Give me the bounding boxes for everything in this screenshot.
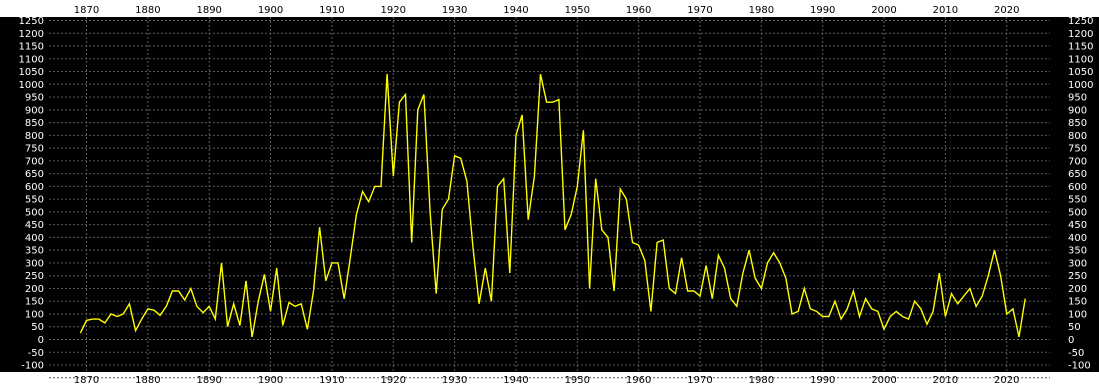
x-tick-label-top: 1970 (687, 5, 712, 16)
y-tick-label-left: -50 (28, 348, 44, 359)
x-tick-label-bottom: 1940 (503, 375, 528, 385)
y-tick-label-right: 350 (1068, 246, 1087, 257)
y-tick-label-left: 850 (25, 118, 44, 129)
y-tick-label-left: 1150 (19, 42, 44, 53)
x-tick-label-top: 1900 (258, 5, 283, 16)
y-tick-label-right: -50 (1068, 348, 1084, 359)
y-tick-label-left: 0 (38, 335, 44, 346)
x-tick-label-bottom: 2010 (933, 375, 958, 385)
y-tick-label-left: 450 (25, 220, 44, 231)
y-tick-label-right: 750 (1068, 144, 1087, 155)
x-tick-label-top: 1910 (319, 5, 344, 16)
x-tick-label-bottom: 1930 (442, 375, 467, 385)
x-tick-label-top: 1960 (626, 5, 651, 16)
series-group (79, 73, 1026, 338)
y-tick-label-right: 700 (1068, 156, 1087, 167)
x-tick-label-top: 1980 (749, 5, 774, 16)
y-tick-label-right: 450 (1068, 220, 1087, 231)
y-tick-label-right: -150 (1068, 373, 1091, 384)
y-tick-label-left: 550 (25, 195, 44, 206)
x-tick-label-top: 2020 (994, 5, 1019, 16)
y-axis-labels: -200-200-150-150-100-100-50-500050501001… (19, 16, 1094, 384)
x-tick-label-bottom: 2000 (871, 375, 896, 385)
y-tick-label-right: 1150 (1068, 42, 1093, 53)
y-tick-label-left: 1100 (19, 54, 44, 65)
y-tick-label-right: 850 (1068, 118, 1087, 129)
y-tick-label-right: 50 (1068, 322, 1081, 333)
y-tick-label-left: 1250 (19, 16, 44, 27)
y-tick-label-right: 500 (1068, 207, 1087, 218)
x-tick-label-bottom: 2020 (994, 375, 1019, 385)
y-tick-label-right: -100 (1068, 361, 1091, 372)
y-tick-label-left: 700 (25, 156, 44, 167)
y-tick-label-left: -150 (21, 373, 44, 384)
x-tick-label-bottom: 1900 (258, 375, 283, 385)
x-tick-label-top: 1990 (810, 5, 835, 16)
x-tick-label-top: 1880 (135, 5, 160, 16)
x-tick-label-bottom: 1970 (687, 375, 712, 385)
y-tick-label-left: 150 (25, 297, 44, 308)
y-tick-label-left: -100 (21, 361, 44, 372)
y-tick-label-left: 300 (25, 258, 44, 269)
y-tick-label-right: 400 (1068, 233, 1087, 244)
x-tick-label-bottom: 1880 (135, 375, 160, 385)
x-axis-labels: 1870 1870 1880 1880 1890 1890 1900 1900 1910 1910… (74, 5, 1020, 385)
left-axis-panel (0, 17, 49, 372)
x-tick-label-bottom: 1870 (74, 375, 99, 385)
y-tick-label-right: 650 (1068, 169, 1087, 180)
x-tick-label-top: 2010 (933, 5, 958, 16)
x-tick-label-top: 1940 (503, 5, 528, 16)
y-tick-label-left: 200 (25, 284, 44, 295)
y-tick-label-right: 550 (1068, 195, 1087, 206)
y-tick-label-left: 1000 (19, 80, 44, 91)
x-tick-label-bottom: 1920 (381, 375, 406, 385)
y-tick-label-right: 1100 (1068, 54, 1093, 65)
y-tick-label-right: 1000 (1068, 80, 1093, 91)
x-tick-label-bottom: 1990 (810, 375, 835, 385)
y-tick-label-right: 1200 (1068, 29, 1093, 40)
x-tick-label-top: 1890 (196, 5, 221, 16)
x-tick-label-top: 2000 (871, 5, 896, 16)
y-tick-label-right: 1250 (1068, 16, 1093, 27)
x-tick-label-bottom: 1890 (196, 375, 221, 385)
plot-area (0, 17, 1099, 372)
y-tick-label-right: 950 (1068, 93, 1087, 104)
y-tick-label-left: 500 (25, 207, 44, 218)
series-line (79, 73, 1026, 338)
y-tick-label-left: 800 (25, 131, 44, 142)
y-tick-label-left: 400 (25, 233, 44, 244)
y-tick-label-right: 800 (1068, 131, 1087, 142)
y-tick-label-left: 750 (25, 144, 44, 155)
y-tick-label-right: 300 (1068, 258, 1087, 269)
y-tick-label-right: 900 (1068, 105, 1087, 116)
x-tick-label-top: 1930 (442, 5, 467, 16)
gridlines (49, 17, 1050, 379)
x-tick-label-bottom: 1950 (565, 375, 590, 385)
y-tick-label-left: 350 (25, 246, 44, 257)
x-tick-label-bottom: 1910 (319, 375, 344, 385)
x-tick-label-bottom: 1980 (749, 375, 774, 385)
y-tick-label-left: 600 (25, 182, 44, 193)
x-tick-label-top: 1920 (381, 5, 406, 16)
y-tick-label-left: 250 (25, 271, 44, 282)
x-tick-label-top: 1870 (74, 5, 99, 16)
y-tick-label-left: 100 (25, 309, 44, 320)
x-tick-label-top: 1950 (565, 5, 590, 16)
x-tick-label-bottom: 1960 (626, 375, 651, 385)
y-tick-label-right: 600 (1068, 182, 1087, 193)
y-tick-label-right: 100 (1068, 309, 1087, 320)
y-tick-label-right: 250 (1068, 271, 1087, 282)
y-tick-label-right: 0 (1068, 335, 1074, 346)
y-tick-label-left: 1050 (19, 67, 44, 78)
y-tick-label-right: 200 (1068, 284, 1087, 295)
y-tick-label-left: 50 (31, 322, 44, 333)
y-tick-label-left: 650 (25, 169, 44, 180)
y-tick-label-right: 150 (1068, 297, 1087, 308)
right-axis-panel (1050, 17, 1099, 372)
y-tick-label-left: 900 (25, 105, 44, 116)
y-tick-label-left: 950 (25, 93, 44, 104)
y-tick-label-right: 1050 (1068, 67, 1093, 78)
y-tick-label-left: 1200 (19, 29, 44, 40)
